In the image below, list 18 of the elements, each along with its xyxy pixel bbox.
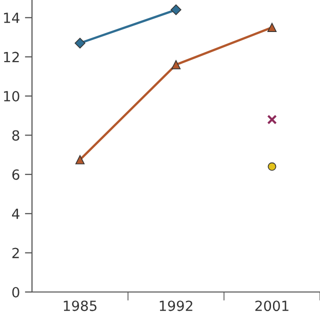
- point: [171, 60, 181, 70]
- x-tick-label: 1992: [160, 300, 192, 312]
- y-tick-label: 2: [12, 248, 19, 258]
- y-tick-label: 12: [4, 52, 19, 62]
- y-tick-label: 8: [12, 130, 20, 141]
- x-tick-label: 2001: [255, 300, 288, 312]
- x-tick-label: 1985: [64, 300, 96, 312]
- y-tick-label: 0: [12, 286, 20, 298]
- y-tick-label: 10: [4, 90, 20, 102]
- y-tick-label: 14: [4, 12, 20, 23]
- point: [75, 155, 85, 164]
- y-tick-label: 6: [12, 169, 20, 180]
- y-tick-label: 4: [12, 208, 20, 219]
- point: [267, 22, 277, 32]
- point: [74, 38, 86, 48]
- point: [268, 162, 276, 171]
- point: [267, 114, 277, 124]
- point: [170, 4, 182, 16]
